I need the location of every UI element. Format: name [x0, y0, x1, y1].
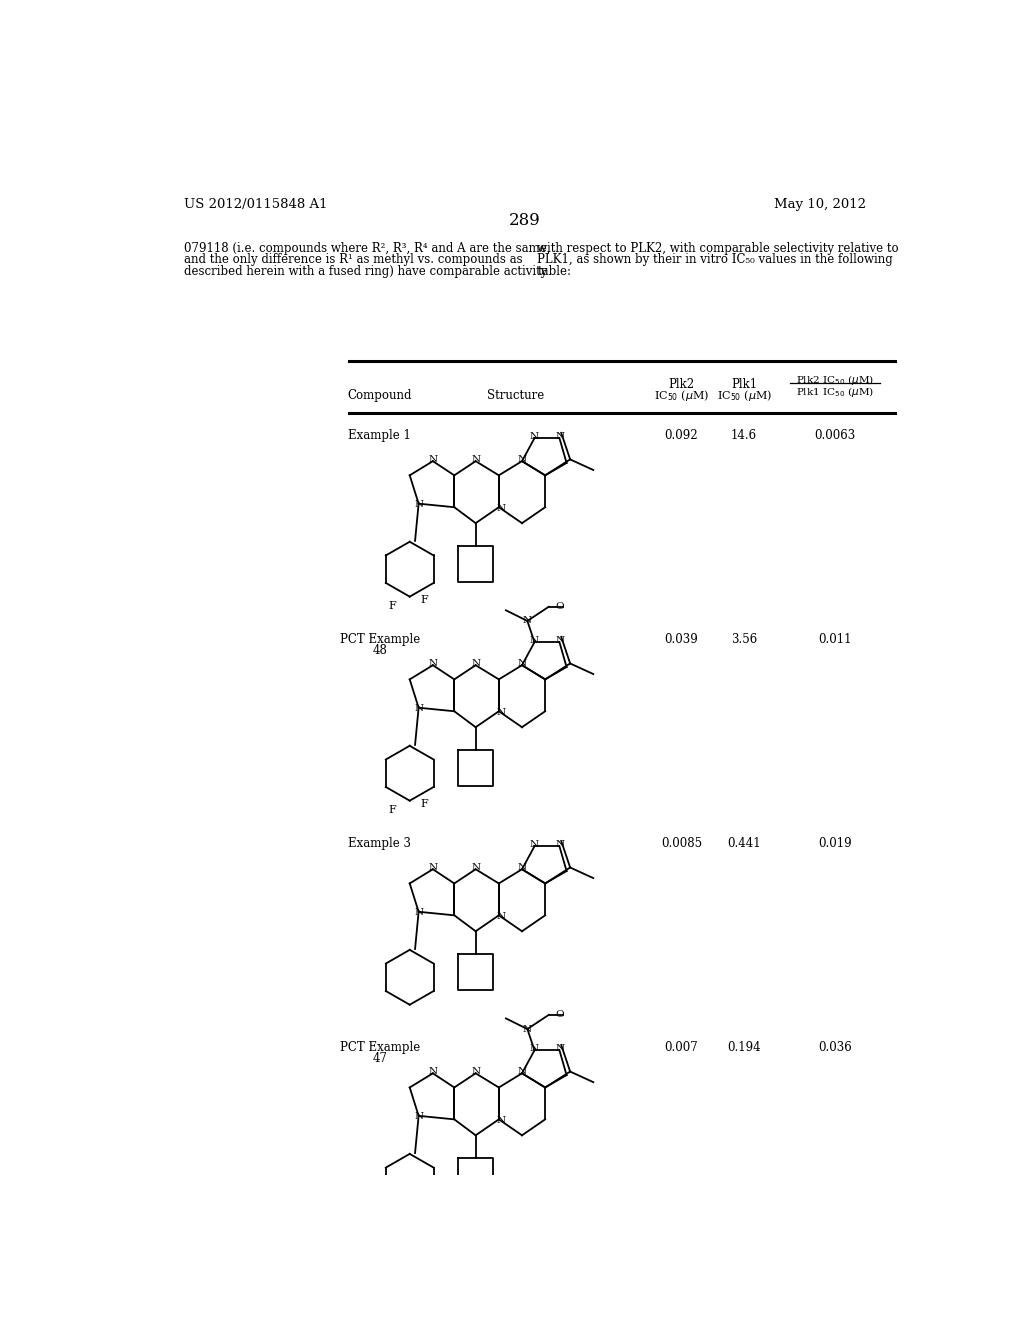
Text: F: F [420, 595, 428, 605]
Text: N: N [556, 636, 565, 645]
Text: N: N [523, 616, 531, 626]
Text: N: N [496, 912, 505, 920]
Text: N: N [471, 455, 480, 463]
Text: F: F [388, 805, 395, 814]
Text: 0.019: 0.019 [818, 837, 852, 850]
Text: N: N [556, 1044, 565, 1053]
Text: Example 3: Example 3 [348, 837, 412, 850]
Text: Compound: Compound [347, 388, 412, 401]
Text: 0.194: 0.194 [727, 1040, 761, 1053]
Text: table:: table: [538, 264, 571, 277]
Text: N: N [523, 1024, 531, 1034]
Text: N: N [496, 708, 505, 717]
Text: 0.011: 0.011 [818, 632, 852, 645]
Text: 0.092: 0.092 [665, 429, 698, 442]
Text: N: N [517, 1067, 526, 1076]
Text: Structure: Structure [486, 388, 544, 401]
Text: 0.039: 0.039 [665, 632, 698, 645]
Text: N: N [496, 504, 505, 512]
Text: N: N [517, 863, 526, 873]
Text: 47: 47 [373, 1052, 387, 1065]
Text: F: F [388, 601, 395, 611]
Text: IC$_{50}$ ($\mu$M): IC$_{50}$ ($\mu$M) [653, 388, 709, 403]
Text: N: N [428, 659, 437, 668]
Text: N: N [471, 659, 480, 668]
Text: Plk2 IC$_{50}$ ($\mu$M): Plk2 IC$_{50}$ ($\mu$M) [796, 374, 873, 387]
Text: N: N [530, 1044, 539, 1053]
Text: N: N [428, 863, 437, 873]
Text: N: N [414, 1113, 423, 1121]
Text: 14.6: 14.6 [731, 429, 757, 442]
Text: Plk2: Plk2 [669, 378, 694, 391]
Text: N: N [556, 840, 565, 849]
Text: N: N [414, 704, 423, 713]
Text: N: N [530, 432, 539, 441]
Text: IC$_{50}$ ($\mu$M): IC$_{50}$ ($\mu$M) [717, 388, 772, 403]
Text: May 10, 2012: May 10, 2012 [774, 198, 866, 211]
Text: described herein with a fused ring) have comparable activity: described herein with a fused ring) have… [183, 264, 547, 277]
Text: Example 1: Example 1 [348, 429, 412, 442]
Text: N: N [517, 659, 526, 668]
Text: N: N [428, 455, 437, 463]
Text: N: N [517, 455, 526, 463]
Text: Plk1 IC$_{50}$ ($\mu$M): Plk1 IC$_{50}$ ($\mu$M) [796, 385, 873, 399]
Text: 289: 289 [509, 213, 541, 230]
Text: 3.56: 3.56 [731, 632, 758, 645]
Text: N: N [471, 863, 480, 873]
Text: N: N [556, 432, 565, 441]
Text: 0.441: 0.441 [727, 837, 761, 850]
Text: N: N [496, 1115, 505, 1125]
Text: PCT Example: PCT Example [340, 1040, 420, 1053]
Text: PLK1, as shown by their in vitro IC₅₀ values in the following: PLK1, as shown by their in vitro IC₅₀ va… [538, 253, 893, 267]
Text: 0.0063: 0.0063 [814, 429, 855, 442]
Text: PCT Example: PCT Example [340, 632, 420, 645]
Text: Plk1: Plk1 [731, 378, 757, 391]
Text: O: O [555, 1010, 564, 1019]
Text: N: N [428, 1067, 437, 1076]
Text: N: N [414, 500, 423, 510]
Text: N: N [471, 1067, 480, 1076]
Text: O: O [555, 602, 564, 611]
Text: 0.007: 0.007 [665, 1040, 698, 1053]
Text: N: N [414, 908, 423, 917]
Text: N: N [530, 636, 539, 645]
Text: 079118 (i.e. compounds where R², R³, R⁴ and A are the same,: 079118 (i.e. compounds where R², R³, R⁴ … [183, 242, 550, 255]
Text: with respect to PLK2, with comparable selectivity relative to: with respect to PLK2, with comparable se… [538, 242, 899, 255]
Text: F: F [420, 799, 428, 809]
Text: 48: 48 [373, 644, 387, 656]
Text: 0.0085: 0.0085 [660, 837, 701, 850]
Text: and the only difference is R¹ as methyl vs. compounds as: and the only difference is R¹ as methyl … [183, 253, 522, 267]
Text: 0.036: 0.036 [818, 1040, 852, 1053]
Text: N: N [530, 840, 539, 849]
Text: US 2012/0115848 A1: US 2012/0115848 A1 [183, 198, 328, 211]
